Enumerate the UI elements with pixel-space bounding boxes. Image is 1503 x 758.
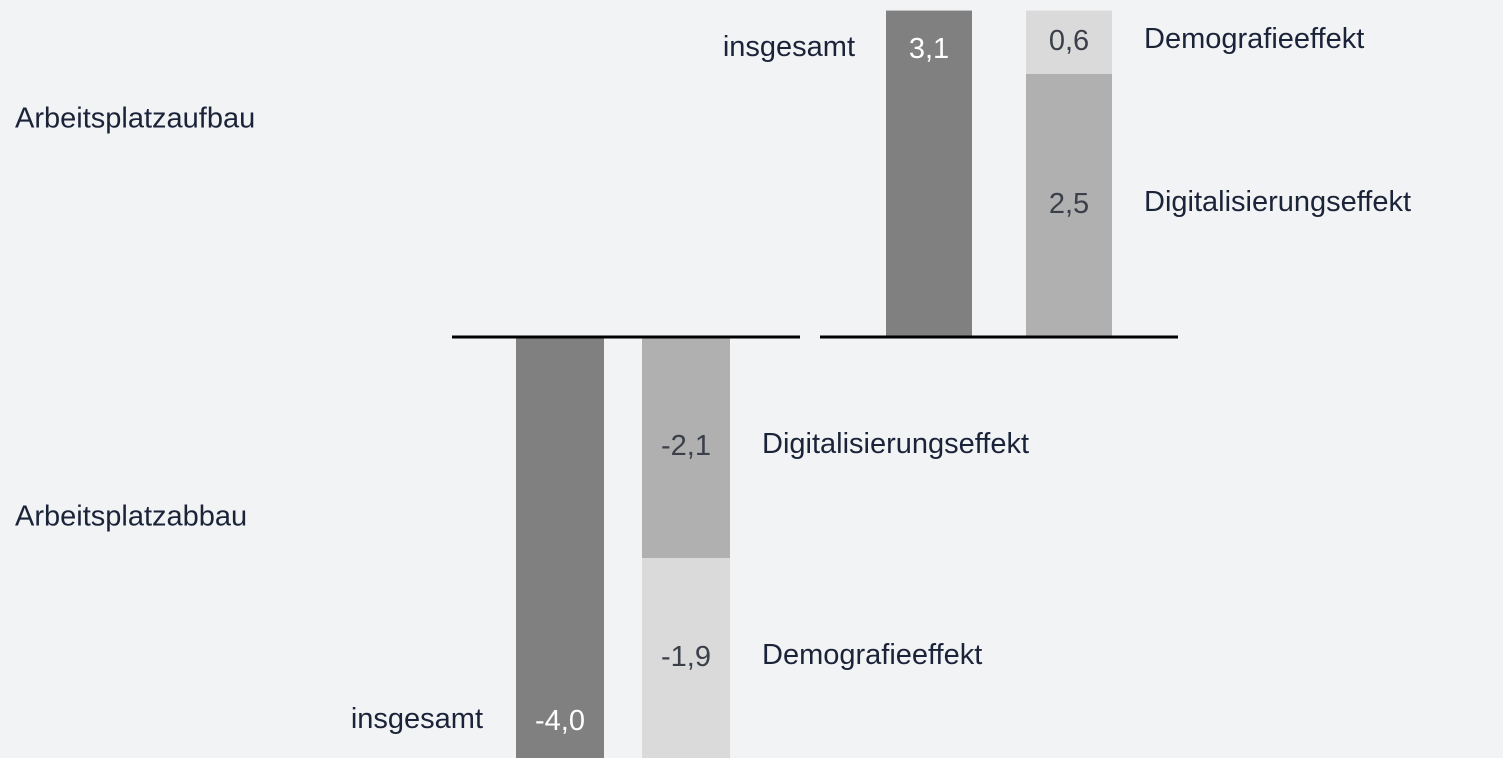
bar [516, 337, 604, 758]
series-label: insgesamt [723, 31, 855, 63]
bar [886, 10, 972, 337]
series-label: Demografieeffekt [1144, 23, 1364, 55]
bar-segment [1026, 73, 1112, 337]
value-label: -2,1 [661, 430, 711, 462]
value-label: 2,5 [1049, 188, 1089, 220]
value-label: 3,1 [909, 33, 949, 65]
category-label: Arbeitsplatzaufbau [15, 103, 255, 135]
series-label: Digitalisierungseffekt [1144, 186, 1411, 218]
bar-segment [1026, 10, 1112, 74]
value-label: -1,9 [661, 641, 711, 673]
category-label: Arbeitsplatzabbau [15, 501, 247, 533]
bar-segment [642, 337, 730, 559]
bar-segment [642, 558, 730, 758]
value-label: -4,0 [535, 705, 585, 737]
series-label: insgesamt [351, 703, 483, 735]
value-label: 0,6 [1049, 25, 1089, 57]
series-label: Digitalisierungseffekt [762, 428, 1029, 460]
series-label: Demografieeffekt [762, 639, 982, 671]
